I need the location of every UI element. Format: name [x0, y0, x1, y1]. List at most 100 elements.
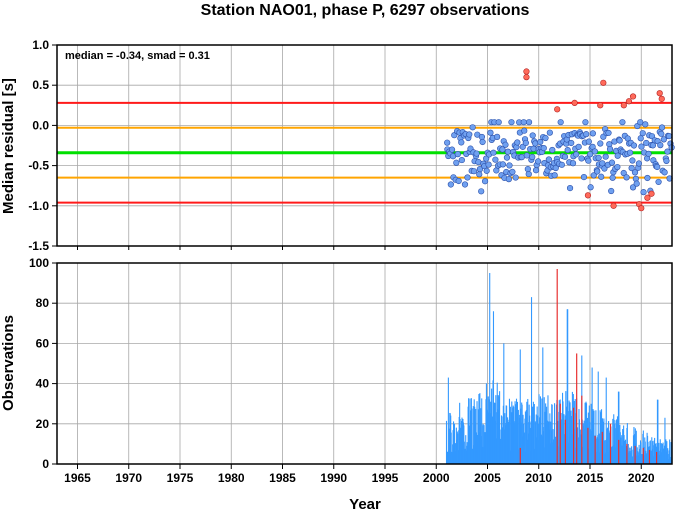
- outlier-point: [610, 202, 617, 209]
- residual-point: [470, 168, 478, 175]
- residual-point: [658, 130, 665, 137]
- residual-point: [591, 148, 598, 155]
- residual-point: [483, 155, 490, 162]
- observations-y-label: Observations: [0, 315, 17, 411]
- residual-point: [598, 173, 605, 180]
- residual-point: [658, 124, 666, 131]
- residual-point: [561, 153, 569, 160]
- residual-point: [469, 124, 476, 131]
- year-ticks: 1965 1970 1975 1980 1985 1990 1995 2000 2005 2010…: [64, 246, 655, 485]
- x-tick-label: 1990: [320, 471, 347, 485]
- residual-point: [454, 151, 461, 158]
- x-tick-label: 2020: [628, 471, 655, 485]
- residual-point: [637, 119, 644, 126]
- residual-point: [640, 189, 647, 196]
- residual-point: [502, 141, 509, 148]
- residual-point: [458, 139, 465, 146]
- y-tick-label: 100: [29, 256, 49, 270]
- residual-point: [525, 119, 533, 126]
- residual-point: [582, 119, 589, 126]
- x-tick-label: 1985: [269, 471, 296, 485]
- residual-point: [535, 158, 542, 165]
- outlier-point: [648, 190, 655, 197]
- residual-point: [580, 174, 588, 181]
- y-tick-label: -1.5: [28, 239, 49, 253]
- reference-lines: [57, 101, 672, 204]
- residual-point: [645, 150, 652, 157]
- x-tick-label: 2015: [577, 471, 604, 485]
- residual-point: [464, 174, 471, 181]
- residual-point: [597, 140, 604, 147]
- figure-title: Station NAO01, phase P, 6297 observation…: [201, 2, 530, 19]
- x-tick-label: 2005: [474, 471, 501, 485]
- residual-y-label: Median residual [s]: [0, 78, 17, 214]
- residual-point: [619, 119, 626, 126]
- residual-point: [490, 149, 497, 156]
- residual-point: [453, 159, 460, 166]
- residual-point: [542, 134, 549, 142]
- residual-point: [644, 174, 651, 182]
- residual-point: [492, 156, 499, 163]
- outlier-point: [554, 106, 561, 113]
- residual-point: [585, 138, 592, 145]
- stats-annotation: median = -0.34, smad = 0.31: [65, 50, 210, 62]
- residual-point: [602, 153, 609, 160]
- residual-point: [520, 119, 527, 126]
- residual-point: [616, 137, 623, 144]
- residual-point: [629, 157, 636, 164]
- residual-point: [557, 119, 564, 126]
- residual-point: [594, 168, 601, 175]
- residual-point: [661, 169, 668, 176]
- outlier-point: [656, 90, 663, 97]
- residual-point: [660, 136, 667, 143]
- residual-point: [503, 154, 511, 161]
- residual-point: [444, 139, 451, 146]
- residual-point: [485, 161, 492, 168]
- residual-point: [589, 130, 596, 137]
- residual-point: [564, 146, 571, 154]
- outlier-point: [584, 192, 592, 199]
- observation-bars: [445, 273, 673, 464]
- residual-point: [638, 143, 645, 150]
- y-tick-label: -1.0: [28, 199, 49, 213]
- residual-point: [458, 156, 465, 164]
- residual-point: [614, 163, 621, 171]
- residual-point: [494, 133, 501, 140]
- residual-point: [633, 180, 640, 187]
- outlier-point: [658, 95, 665, 102]
- residual-point: [630, 142, 638, 149]
- residual-point: [546, 129, 553, 136]
- residual-point: [583, 131, 590, 138]
- residual-point: [522, 139, 529, 147]
- residual-point: [478, 188, 485, 195]
- residual-point: [479, 138, 486, 146]
- y-tick-label: 60: [36, 336, 50, 350]
- residual-point: [483, 167, 490, 174]
- observations-frame: [56, 262, 673, 465]
- y-tick-label: 40: [36, 377, 50, 391]
- residual-point: [642, 121, 649, 128]
- residual-point: [637, 135, 644, 142]
- x-tick-label: 1980: [218, 471, 245, 485]
- residual-point: [620, 169, 627, 177]
- residual-point: [508, 119, 515, 126]
- residual-point: [499, 161, 506, 168]
- y-tick-label: 0.5: [32, 78, 49, 92]
- residual-point: [664, 148, 671, 155]
- residual-point: [529, 153, 536, 161]
- residual-point: [466, 131, 473, 138]
- residual-point: [635, 160, 643, 167]
- residual-point: [455, 177, 462, 185]
- residual-point: [476, 166, 484, 173]
- residual-y-ticks: 1.0 0.5 0.0 -0.5 -1.0 -1.5: [28, 38, 57, 253]
- y-tick-label: -0.5: [28, 159, 49, 173]
- residual-point: [631, 169, 639, 176]
- residual-point: [552, 164, 559, 172]
- x-tick-label: 1995: [372, 471, 399, 485]
- residual-point: [558, 161, 565, 168]
- residual-point: [461, 181, 469, 188]
- residual-point: [578, 155, 585, 162]
- x-axis-label: Year: [349, 496, 381, 511]
- x-tick-label: 2000: [423, 471, 450, 485]
